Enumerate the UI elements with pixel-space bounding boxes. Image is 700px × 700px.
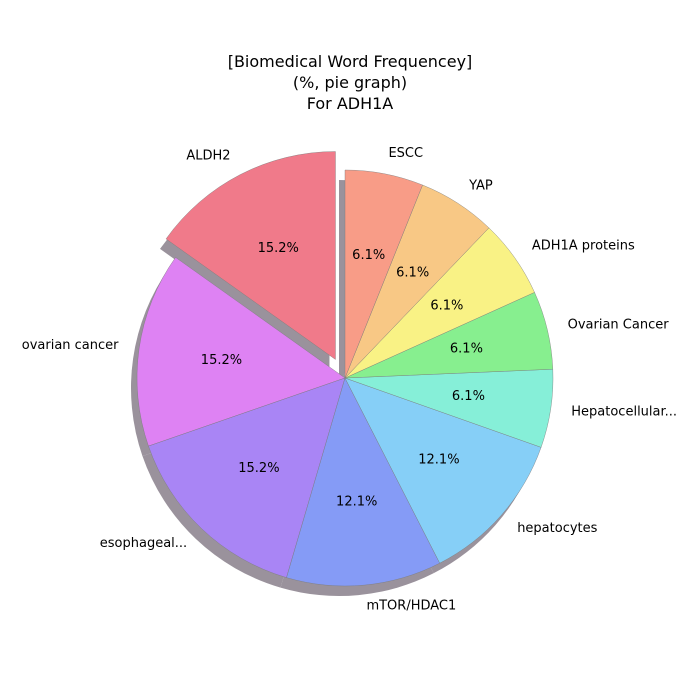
slice-labels: 15.2% ALDH2 15.2% ovarian cancer 15.2% esopha… (22, 146, 677, 613)
slice-percent-hepatocytes: 12.1% (418, 453, 459, 468)
slice-ovarian-cancer (136, 257, 346, 447)
slice-percent-ovarian-cancer: 15.2% (201, 353, 242, 368)
slice-aldh2 (165, 151, 336, 360)
slice-escc (344, 169, 423, 379)
chart-title-line-1: [Biomedical Word Frequencey] (227, 52, 473, 71)
slice-hepatocytes (344, 377, 542, 564)
slice-percent-aldh2: 15.2% (258, 241, 299, 256)
slice-label-hepatocellular: Hepatocellular... (571, 404, 677, 419)
slice-label-mtor-hdac1: mTOR/HDAC1 (366, 598, 456, 613)
slice-percent-ovarian-cancer: 6.1% (450, 342, 483, 357)
pie-slices (136, 151, 554, 587)
slice-mtor-hdac1 (286, 377, 441, 587)
slice-label-esophageal: esophageal... (100, 536, 187, 551)
slice-percent-yap: 6.1% (396, 266, 429, 281)
slice-esophageal (148, 377, 346, 578)
slice-percent-adh1a-proteins: 6.1% (430, 298, 463, 313)
chart-title-line-2: (%, pie graph) (292, 73, 408, 92)
slice-label-yap: YAP (468, 178, 493, 193)
slice-label-hepatocytes: hepatocytes (517, 521, 597, 536)
slice-label-adh1a-proteins: ADH1A proteins (532, 238, 635, 253)
slice-percent-hepatocellular: 6.1% (452, 389, 485, 404)
slice-label-ovarian-cancer: ovarian cancer (22, 338, 119, 353)
slice-label-aldh2: ALDH2 (186, 149, 230, 164)
slice-percent-escc: 6.1% (352, 248, 385, 263)
slice-percent-esophageal: 15.2% (238, 461, 279, 476)
slice-label-escc: ESCC (388, 146, 423, 161)
slice-percent-mtor-hdac1: 12.1% (336, 495, 377, 510)
slice-label-ovarian-cancer: Ovarian Cancer (568, 318, 670, 333)
chart-title-line-3: For ADH1A (306, 94, 394, 113)
